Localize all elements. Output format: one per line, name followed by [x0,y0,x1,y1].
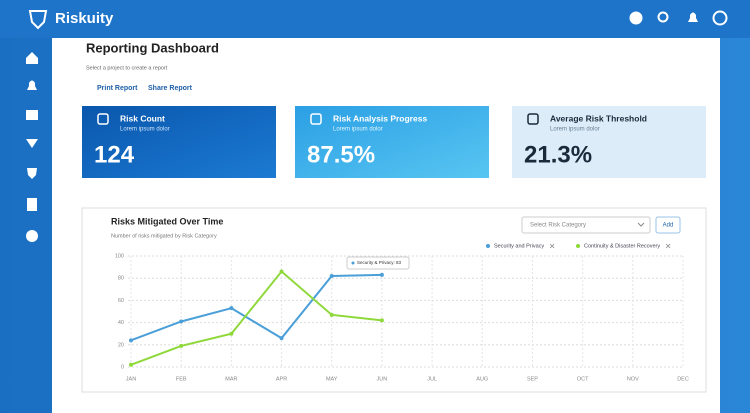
data-point [229,331,234,336]
share-report[interactable]: Share Report [148,85,193,92]
x-tick-label: JUL [427,376,437,382]
card-sublabel: Lorem ipsum dolor [333,127,383,133]
brand: Riskuity [55,10,114,27]
card-icon [310,113,322,125]
data-point [179,343,184,348]
card-icon [97,113,109,125]
legend-dot [576,244,580,248]
logo [28,10,48,30]
kpi-card [295,106,489,178]
data-point [129,338,133,343]
profile-icon[interactable] [712,10,728,26]
legend-label: Continuity & Disaster Recovery [584,243,660,249]
card-sublabel: Lorem ipsum dolor [120,127,170,133]
add-button[interactable] [655,216,681,234]
data-point [129,362,133,367]
card-sublabel: Lorem ipsum dolor [550,127,600,133]
card-value: 87.5% [307,141,375,168]
tooltip-text: Security & Privacy: 83 [357,260,402,265]
category-select[interactable] [521,216,651,234]
x-tick-label: SEP [527,376,538,382]
page-subtitle: Select a project to create a report [86,65,168,71]
card-icon [527,113,539,125]
risk-icon[interactable] [26,139,38,148]
y-tick-label: 0 [121,364,124,370]
data-point [179,319,184,324]
data-point [379,272,384,277]
y-tick-label: 60 [118,298,124,304]
card-value: 21.3% [524,141,592,168]
cards: Risk Count Lorem ipsum dolor 124 Risk Analy… [82,106,706,178]
chart-title: Risks Mitigated Over Time [111,216,223,226]
legend-label: Security and Privacy [494,243,544,249]
data-point [329,312,334,317]
sidebar [26,52,38,242]
card-label: Average Risk Threshold [550,113,647,123]
series-line [130,270,383,366]
x-tick-label: AUG [476,376,488,382]
legend-dot [486,244,490,248]
x-tick-label: NOV [627,376,639,382]
card-label: Risk Analysis Progress [333,113,427,123]
shield-icon[interactable] [27,168,37,179]
legend-remove[interactable] [549,243,555,249]
plot: 0 20 40 60 80 100 JAN FEB MAR APR MAY JUN JUL AUG SEP O… [115,243,689,382]
y-tick-label: 20 [118,342,124,348]
data-point [379,318,384,323]
help-icon[interactable] [629,11,643,25]
chart-subtitle: Number of risks mitigated by Risk Catego… [111,233,217,239]
x-tick-label: JUN [377,376,388,382]
y-tick-label: 40 [118,320,124,326]
add-label: Add [663,223,674,229]
data-point [279,269,284,274]
x-tick-label: OCT [577,376,589,382]
legend-remove[interactable] [665,243,671,249]
alerts-icon[interactable] [27,80,37,91]
search-icon[interactable] [657,11,669,23]
select-placeholder: Select Risk Category [530,223,586,229]
settings-icon[interactable] [26,230,38,242]
data-point [229,306,234,311]
top-icons [629,10,728,26]
kpi-card [512,106,706,178]
x-tick-label: JAN [126,376,136,382]
data-point [279,336,284,341]
y-tick-label: 100 [115,253,124,259]
y-tick-label: 80 [118,276,124,282]
document-icon[interactable] [27,198,37,211]
card-label: Risk Count [120,113,165,123]
kpi-card [82,106,276,178]
top-bar [0,0,750,38]
series-line [130,273,382,342]
x-tick-label: MAY [326,376,338,382]
card-value: 124 [94,141,135,168]
x-tick-label: APR [276,376,287,382]
tooltip-dot [351,261,355,265]
notification-icon[interactable] [688,12,698,23]
print-report[interactable]: Print Report [97,85,138,92]
tooltip [346,256,410,270]
x-tick-label: DEC [677,376,689,382]
select-arrow [637,222,645,227]
bank-icon[interactable] [26,110,38,120]
x-tick-label: FEB [176,376,187,382]
home-icon[interactable] [26,52,38,64]
data-point [329,273,334,278]
page-title: Reporting Dashboard [86,40,219,55]
x-tick-label: MAR [225,376,237,382]
